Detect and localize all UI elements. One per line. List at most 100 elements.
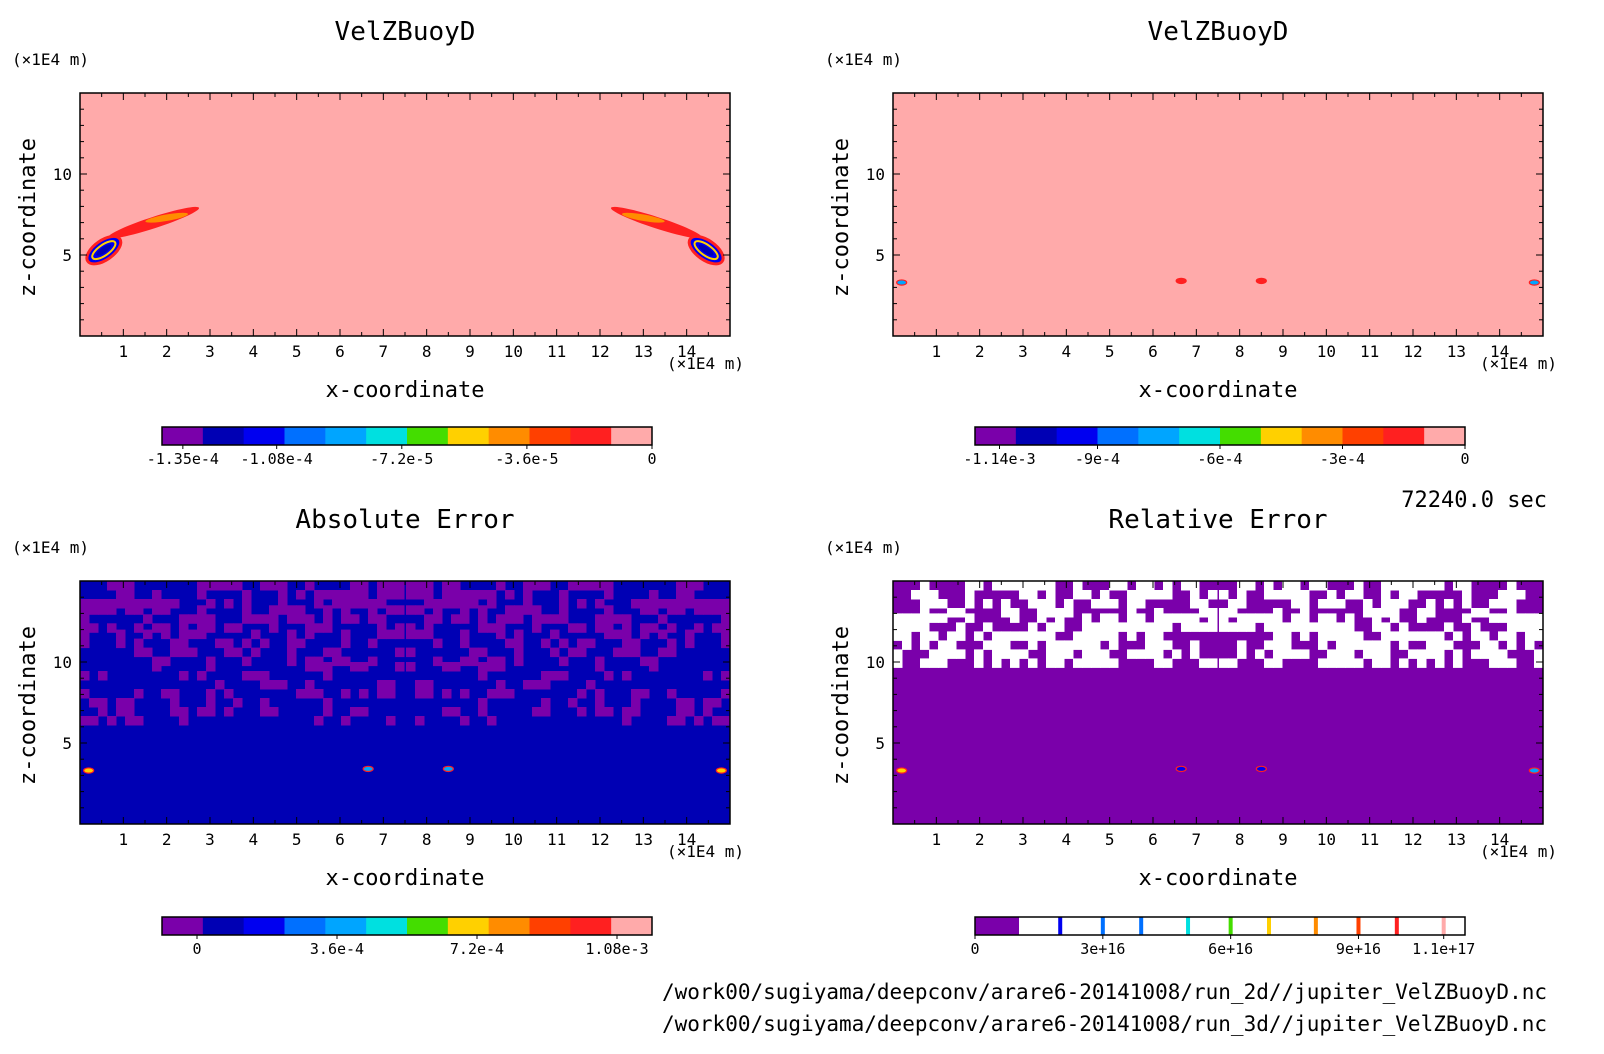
x-tick-label: 5	[292, 830, 302, 849]
contour-spot	[896, 767, 908, 774]
colorbar-segment	[325, 427, 367, 445]
colorbar-tick-label: 0	[1460, 450, 1469, 468]
x-axis-label: x-coordinate	[326, 866, 485, 891]
chart-title: Absolute Error	[295, 505, 514, 535]
x-tick-label: 13	[634, 830, 653, 849]
x-tick-label: 11	[547, 342, 566, 361]
x-tick-label: 6	[1148, 830, 1158, 849]
colorbar-frame	[161, 426, 653, 446]
colorbar-segment	[162, 427, 204, 445]
x-tick-label: 14	[1490, 342, 1509, 361]
colorbar-tick-label: -3.6e-5	[495, 450, 558, 468]
time-label: 72240.0 sec	[1401, 488, 1547, 513]
colorbar-segment	[529, 917, 571, 935]
colorbar-segment	[488, 427, 530, 445]
colorbar-segment	[366, 427, 408, 445]
colorbar-segment	[1179, 427, 1221, 445]
x-tick-label: 7	[1192, 342, 1202, 361]
x-unit-label: (×1E4 m)	[1480, 842, 1557, 861]
colorbar-segment	[1342, 427, 1384, 445]
colorbar-tick-label: -3e-4	[1320, 450, 1365, 468]
x-tick-label: 6	[1148, 342, 1158, 361]
contour-core	[698, 244, 714, 256]
contour-band	[80, 581, 730, 609]
y-tick-label: 5	[875, 246, 885, 265]
chart-panel-4: Relative Error(×1E4 m)1 2 3 4 5 6 7 8 9 10 11 12 13 1…	[825, 505, 1557, 958]
x-tick-label: 12	[1403, 830, 1422, 849]
x-axis-label: x-coordinate	[1139, 378, 1298, 403]
x-axis-label: x-coordinate	[326, 378, 485, 403]
x-tick-label: 1	[932, 342, 942, 361]
charts-layer: VelZBuoyD(×1E4 m)1 2 3 4 5 6 7 8 9 10 11 12 13 14510(…	[12, 17, 1557, 958]
x-unit-label: (×1E4 m)	[667, 354, 744, 373]
x-tick-label: 2	[162, 342, 172, 361]
colorbar-tick-label: -1.35e-4	[147, 450, 219, 468]
x-tick-label: 4	[249, 830, 259, 849]
contour-spot	[1528, 767, 1540, 774]
colorbar-segment	[284, 917, 326, 935]
colorbar-segment	[447, 427, 490, 445]
colorbar-tick-label: 1.1e+17	[1412, 940, 1475, 958]
colorbar-frame	[974, 916, 1466, 936]
y-unit-label: (×1E4 m)	[12, 538, 89, 557]
colorbar-tick-label: 0	[192, 940, 201, 958]
y-axis-label: z-coordinate	[16, 138, 41, 297]
x-tick-label: 11	[1360, 830, 1379, 849]
x-tick-label: 5	[292, 342, 302, 361]
contour-band	[80, 662, 730, 726]
contour-band	[80, 629, 730, 667]
y-tick-label: 10	[866, 165, 885, 184]
x-tick-label: 4	[249, 342, 259, 361]
colorbar-tick-label: 1.08e-3	[585, 940, 648, 958]
contour-spot	[442, 765, 454, 773]
contour-outline	[91, 240, 117, 261]
colorbar-segment	[570, 427, 612, 445]
colorbar-tick-label: -6e-4	[1197, 450, 1242, 468]
x-tick-label: 4	[1062, 830, 1072, 849]
colorbar-tick-label: 0	[970, 940, 979, 958]
x-tick-label: 13	[1447, 342, 1466, 361]
colorbar-segment	[366, 917, 408, 935]
colorbar-marker	[1186, 917, 1191, 935]
contour-spot	[896, 279, 908, 286]
x-tick-label: 3	[205, 830, 215, 849]
x-tick-label: 3	[1018, 830, 1028, 849]
colorbar-tick-label: 7.2e-4	[450, 940, 504, 958]
colorbar-tick-label: -1.14e-3	[963, 450, 1035, 468]
colorbar-segment	[162, 917, 204, 935]
colorbar-segment	[1260, 427, 1303, 445]
colorbar-segment	[1056, 427, 1098, 445]
x-unit-label: (×1E4 m)	[1480, 354, 1557, 373]
contour-region	[893, 702, 1543, 824]
contour-band	[911, 581, 1526, 618]
y-tick-label: 5	[62, 246, 72, 265]
x-tick-label: 11	[547, 830, 566, 849]
colorbar-marker	[1058, 917, 1063, 935]
contour-spot	[1255, 765, 1267, 773]
colorbar-segment	[1220, 427, 1262, 445]
contour-band	[893, 613, 1543, 668]
y-tick-label: 5	[62, 734, 72, 753]
x-tick-label: 9	[1278, 830, 1288, 849]
x-tick-label: 2	[975, 342, 985, 361]
colorbar-segment	[202, 427, 245, 445]
contour-spot	[83, 767, 95, 774]
contour-field	[893, 93, 1543, 336]
contour-spot	[1175, 765, 1187, 773]
file-path-3d: /work00/sugiyama/deepconv/arare6-2014100…	[662, 1012, 1547, 1036]
colorbar-tick-label: -1.08e-4	[241, 450, 313, 468]
x-tick-label: 9	[465, 830, 475, 849]
colorbar-marker	[1441, 917, 1446, 935]
colorbar-tick-label: 9e+16	[1336, 940, 1381, 958]
chart-title: VelZBuoyD	[1148, 17, 1289, 47]
colorbar-segment	[1138, 427, 1180, 445]
colorbar-segment	[243, 427, 285, 445]
contour-spot	[362, 765, 374, 773]
x-tick-label: 1	[119, 830, 129, 849]
colorbar-segment	[407, 427, 449, 445]
colorbar-segment	[611, 427, 653, 445]
colorbar-segment	[975, 917, 1020, 935]
colorbar-tick-label: 6e+16	[1208, 940, 1253, 958]
x-tick-label: 8	[1235, 342, 1245, 361]
contour-field	[893, 581, 1543, 824]
